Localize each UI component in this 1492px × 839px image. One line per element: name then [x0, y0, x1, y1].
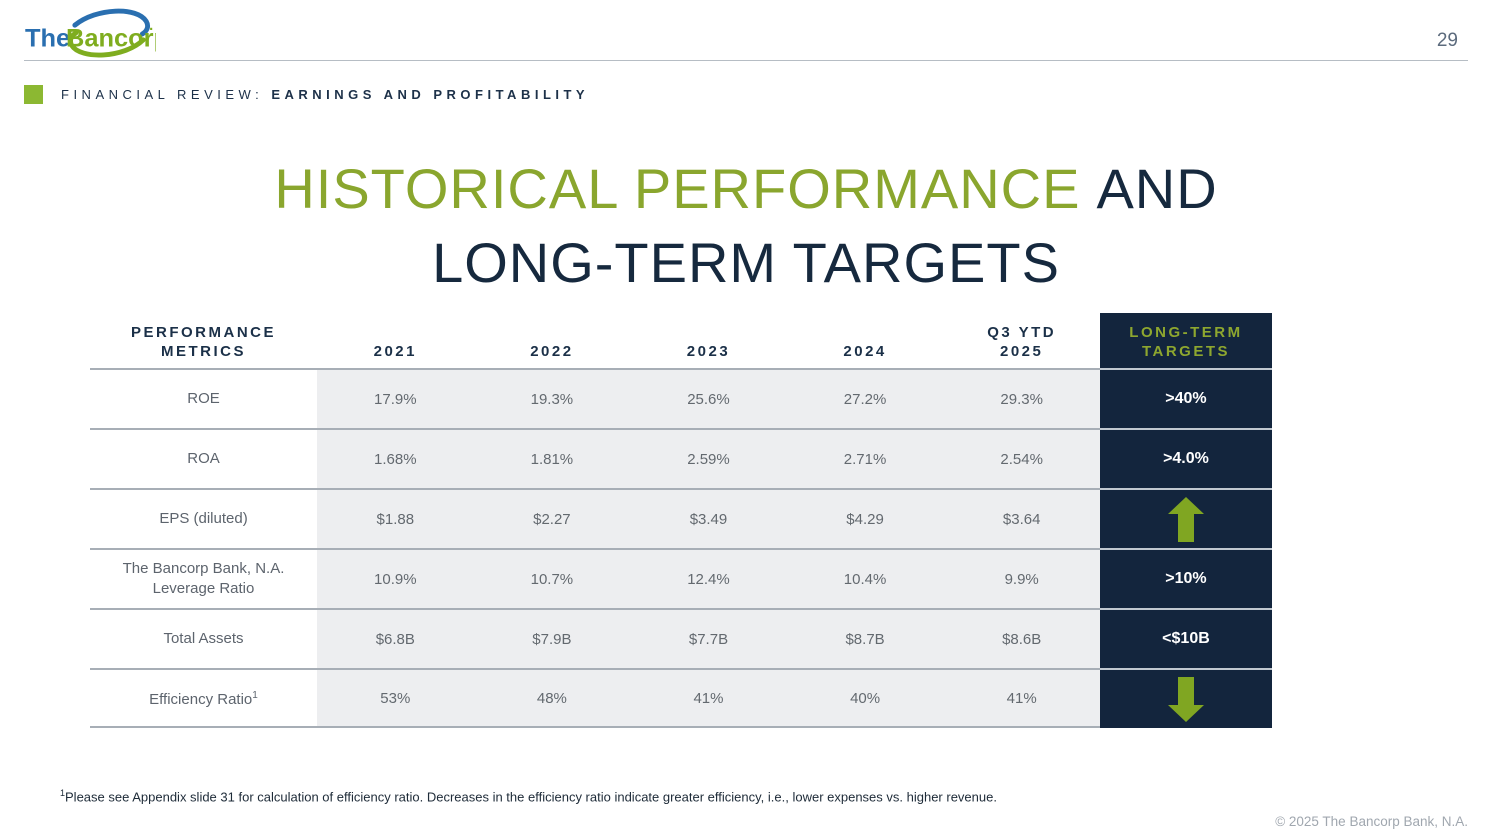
- roe-2024: 27.2%: [786, 368, 944, 428]
- bancorp-logo: The Bancorp ·: [25, 8, 156, 58]
- slide-title-line1: HISTORICAL PERFORMANCE AND: [0, 152, 1492, 226]
- section-topic: EARNINGS AND PROFITABILITY: [271, 87, 590, 102]
- roe-2022: 19.3%: [473, 368, 631, 428]
- leverage-2023: 12.4%: [630, 548, 787, 608]
- section-label: FINANCIAL REVIEW: EARNINGS AND PROFITABI…: [61, 87, 589, 102]
- page-number: 29: [1436, 30, 1458, 51]
- section-name: FINANCIAL REVIEW:: [61, 87, 264, 102]
- eps-2023: $3.49: [630, 488, 787, 548]
- footnote-sup: 1: [60, 788, 66, 798]
- leverage-2022: 10.7%: [473, 548, 631, 608]
- assets-2021: $6.8B: [317, 608, 474, 668]
- row-total-assets-label: Total Assets: [90, 608, 317, 668]
- col-header-metrics: PERFORMANCE METRICS: [130, 324, 276, 360]
- efficiency-target: [1099, 668, 1272, 728]
- assets-q3ytd: $8.6B: [943, 608, 1100, 668]
- up-arrow-icon: [1167, 496, 1204, 542]
- roe-q3ytd: 29.3%: [943, 368, 1100, 428]
- copyright: © 2025 The Bancorp Bank, N.A.: [1275, 814, 1468, 829]
- section-eyebrow: FINANCIAL REVIEW: EARNINGS AND PROFITABI…: [24, 85, 589, 104]
- roe-target: >40%: [1099, 368, 1272, 428]
- leverage-2021: 10.9%: [317, 548, 474, 608]
- logo-swoosh-green: [68, 30, 146, 58]
- roa-q3ytd: 2.54%: [943, 428, 1100, 488]
- efficiency-2023: 41%: [630, 668, 787, 728]
- roa-2023: 2.59%: [630, 428, 787, 488]
- footnote-text: Please see Appendix slide 31 for calcula…: [65, 789, 997, 805]
- efficiency-2021: 53%: [317, 668, 474, 728]
- title-navy-part: AND: [1096, 157, 1218, 220]
- header-divider: [24, 60, 1468, 61]
- assets-2023: $7.7B: [630, 608, 787, 668]
- eps-2022: $2.27: [473, 488, 631, 548]
- eps-2021: $1.88: [317, 488, 474, 548]
- green-square-icon: [24, 85, 43, 104]
- assets-2022: $7.9B: [473, 608, 631, 668]
- footnote-marker: 1: [252, 690, 258, 701]
- eps-target: [1099, 488, 1272, 548]
- row-eps-label: EPS (diluted): [90, 488, 317, 548]
- row-roe-label: ROE: [90, 368, 317, 428]
- assets-2024: $8.7B: [786, 608, 944, 668]
- performance-table: PERFORMANCE METRICS 2021 2022 2023 2024 …: [90, 313, 1272, 728]
- leverage-q3ytd: 9.9%: [943, 548, 1100, 608]
- logo-swoosh-blue: [72, 8, 151, 37]
- roe-2021: 17.9%: [317, 368, 474, 428]
- efficiency-2022: 48%: [473, 668, 631, 728]
- leverage-2024: 10.4%: [786, 548, 944, 608]
- efficiency-q3ytd: 41%: [943, 668, 1100, 728]
- slide-title: HISTORICAL PERFORMANCE AND LONG-TERM TARG…: [0, 152, 1492, 300]
- roa-2024: 2.71%: [786, 428, 944, 488]
- col-header-2022: 2022: [530, 343, 574, 360]
- roa-2022: 1.81%: [473, 428, 631, 488]
- col-header-2023: 2023: [686, 343, 731, 360]
- col-header-q3ytd-2025: Q3 YTD 2025: [987, 324, 1057, 360]
- col-header-long-term-targets: LONG-TERM TARGETS: [1099, 313, 1272, 368]
- logo-trademark-dot: ·: [149, 22, 154, 38]
- col-header-2024: 2024: [843, 343, 887, 360]
- down-arrow-icon: [1167, 676, 1204, 722]
- row-roa-label: ROA: [90, 428, 317, 488]
- roa-2021: 1.68%: [317, 428, 474, 488]
- roe-2023: 25.6%: [630, 368, 787, 428]
- footnote: 1Please see Appendix slide 31 for calcul…: [60, 788, 997, 804]
- eps-q3ytd: $3.64: [943, 488, 1100, 548]
- row-efficiency-label: Efficiency Ratio1: [90, 668, 317, 728]
- efficiency-label-text: Efficiency Ratio1: [149, 690, 258, 708]
- col-header-2021: 2021: [373, 343, 417, 360]
- eps-2024: $4.29: [786, 488, 944, 548]
- title-green-part: HISTORICAL PERFORMANCE: [274, 157, 1081, 220]
- row-leverage-label: The Bancorp Bank, N.A. Leverage Ratio: [90, 548, 317, 608]
- roa-target: >4.0%: [1099, 428, 1272, 488]
- leverage-target: >10%: [1099, 548, 1272, 608]
- efficiency-2024: 40%: [786, 668, 944, 728]
- logo-word-the: The: [25, 25, 70, 53]
- assets-target: <$10B: [1099, 608, 1272, 668]
- slide-title-line2: LONG-TERM TARGETS: [432, 231, 1060, 294]
- logo-word-bancorp: Bancorp: [66, 25, 156, 53]
